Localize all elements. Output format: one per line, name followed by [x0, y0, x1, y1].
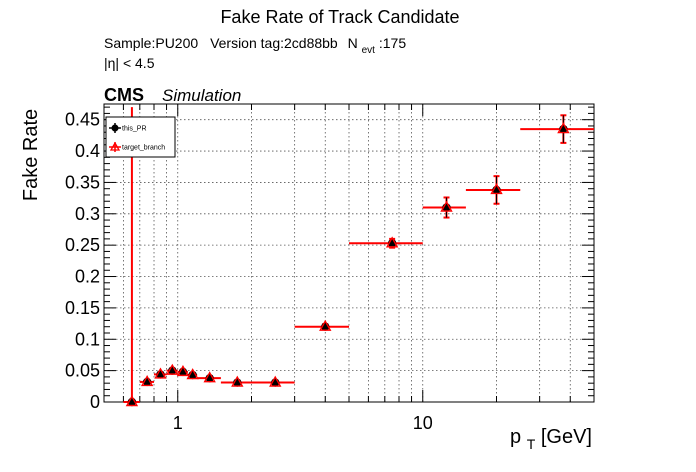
target-branch-marker [557, 122, 570, 134]
x-axis-label: p T [GeV] [510, 426, 592, 454]
x-axis-label-sub: T [527, 436, 536, 452]
target-branch-marker [186, 368, 199, 380]
legend: this_PR target_branch [105, 116, 176, 158]
subtitle-nevt-sub: evt [362, 45, 376, 56]
y-tick-label: 0.3 [75, 204, 100, 224]
x-tick-label: 10 [413, 413, 433, 433]
legend-marker-this-pr [111, 124, 119, 132]
subtitle-nevt-value: :175 [379, 35, 406, 51]
subtitle-nevt: N [348, 35, 358, 51]
target-branch-marker [231, 375, 244, 387]
legend-label-target-branch: target_branch [122, 145, 165, 152]
target-branch-marker [176, 364, 190, 377]
y-tick-label: 0 [90, 392, 100, 412]
subtitle-eta: |η| < 4.5 [104, 55, 155, 71]
y-tick-label: 0.25 [65, 235, 100, 255]
target-branch-marker [154, 367, 167, 379]
x-axis-label-main: p [510, 426, 521, 448]
target-branch-marker [440, 200, 453, 212]
cms-simulation-label: Simulation [162, 86, 241, 105]
y-tick-label: 0.4 [75, 141, 100, 161]
legend-label-this-pr: this_PR [122, 126, 147, 133]
y-axis-label: Fake Rate [20, 109, 42, 201]
target-branch-marker [490, 183, 503, 195]
target-branch-marker [166, 363, 179, 375]
x-axis-label-unit: [GeV] [541, 426, 592, 448]
target-branch-marker [269, 375, 282, 387]
target-branch-marker [385, 236, 399, 248]
y-tick-label: 0.2 [75, 267, 100, 287]
subtitle-version: Version tag:2cd88bb [210, 35, 338, 51]
axes: 1 10 0 0.05 0.1 0.15 0.2 0.25 0.3 0.35 0.4 0.45 [65, 103, 595, 433]
cms-label: CMS [104, 85, 144, 105]
x-tick-label: 1 [173, 413, 183, 433]
legend-marker-target-branch [109, 141, 121, 151]
subtitle-sample: Sample:PU200 [104, 35, 198, 51]
chart-title: Fake Rate of Track Candidate [220, 7, 459, 27]
legend-entry-this-pr: this_PR [109, 123, 147, 133]
y-tick-label: 0.15 [65, 298, 100, 318]
target-branch-marker [319, 319, 332, 331]
target-branch-marker [125, 395, 139, 407]
y-tick-label: 0.05 [65, 361, 100, 381]
legend-entry-target-branch: target_branch [109, 141, 165, 152]
y-tick-label: 0.1 [75, 329, 100, 349]
target-branch-marker [140, 374, 154, 387]
y-tick-label: 0.45 [65, 110, 100, 130]
subtitle-line-1: Sample:PU200 Version tag:2cd88bb N evt :… [104, 35, 406, 56]
target-branch-marker [203, 371, 216, 383]
y-tick-label: 0.35 [65, 172, 100, 192]
